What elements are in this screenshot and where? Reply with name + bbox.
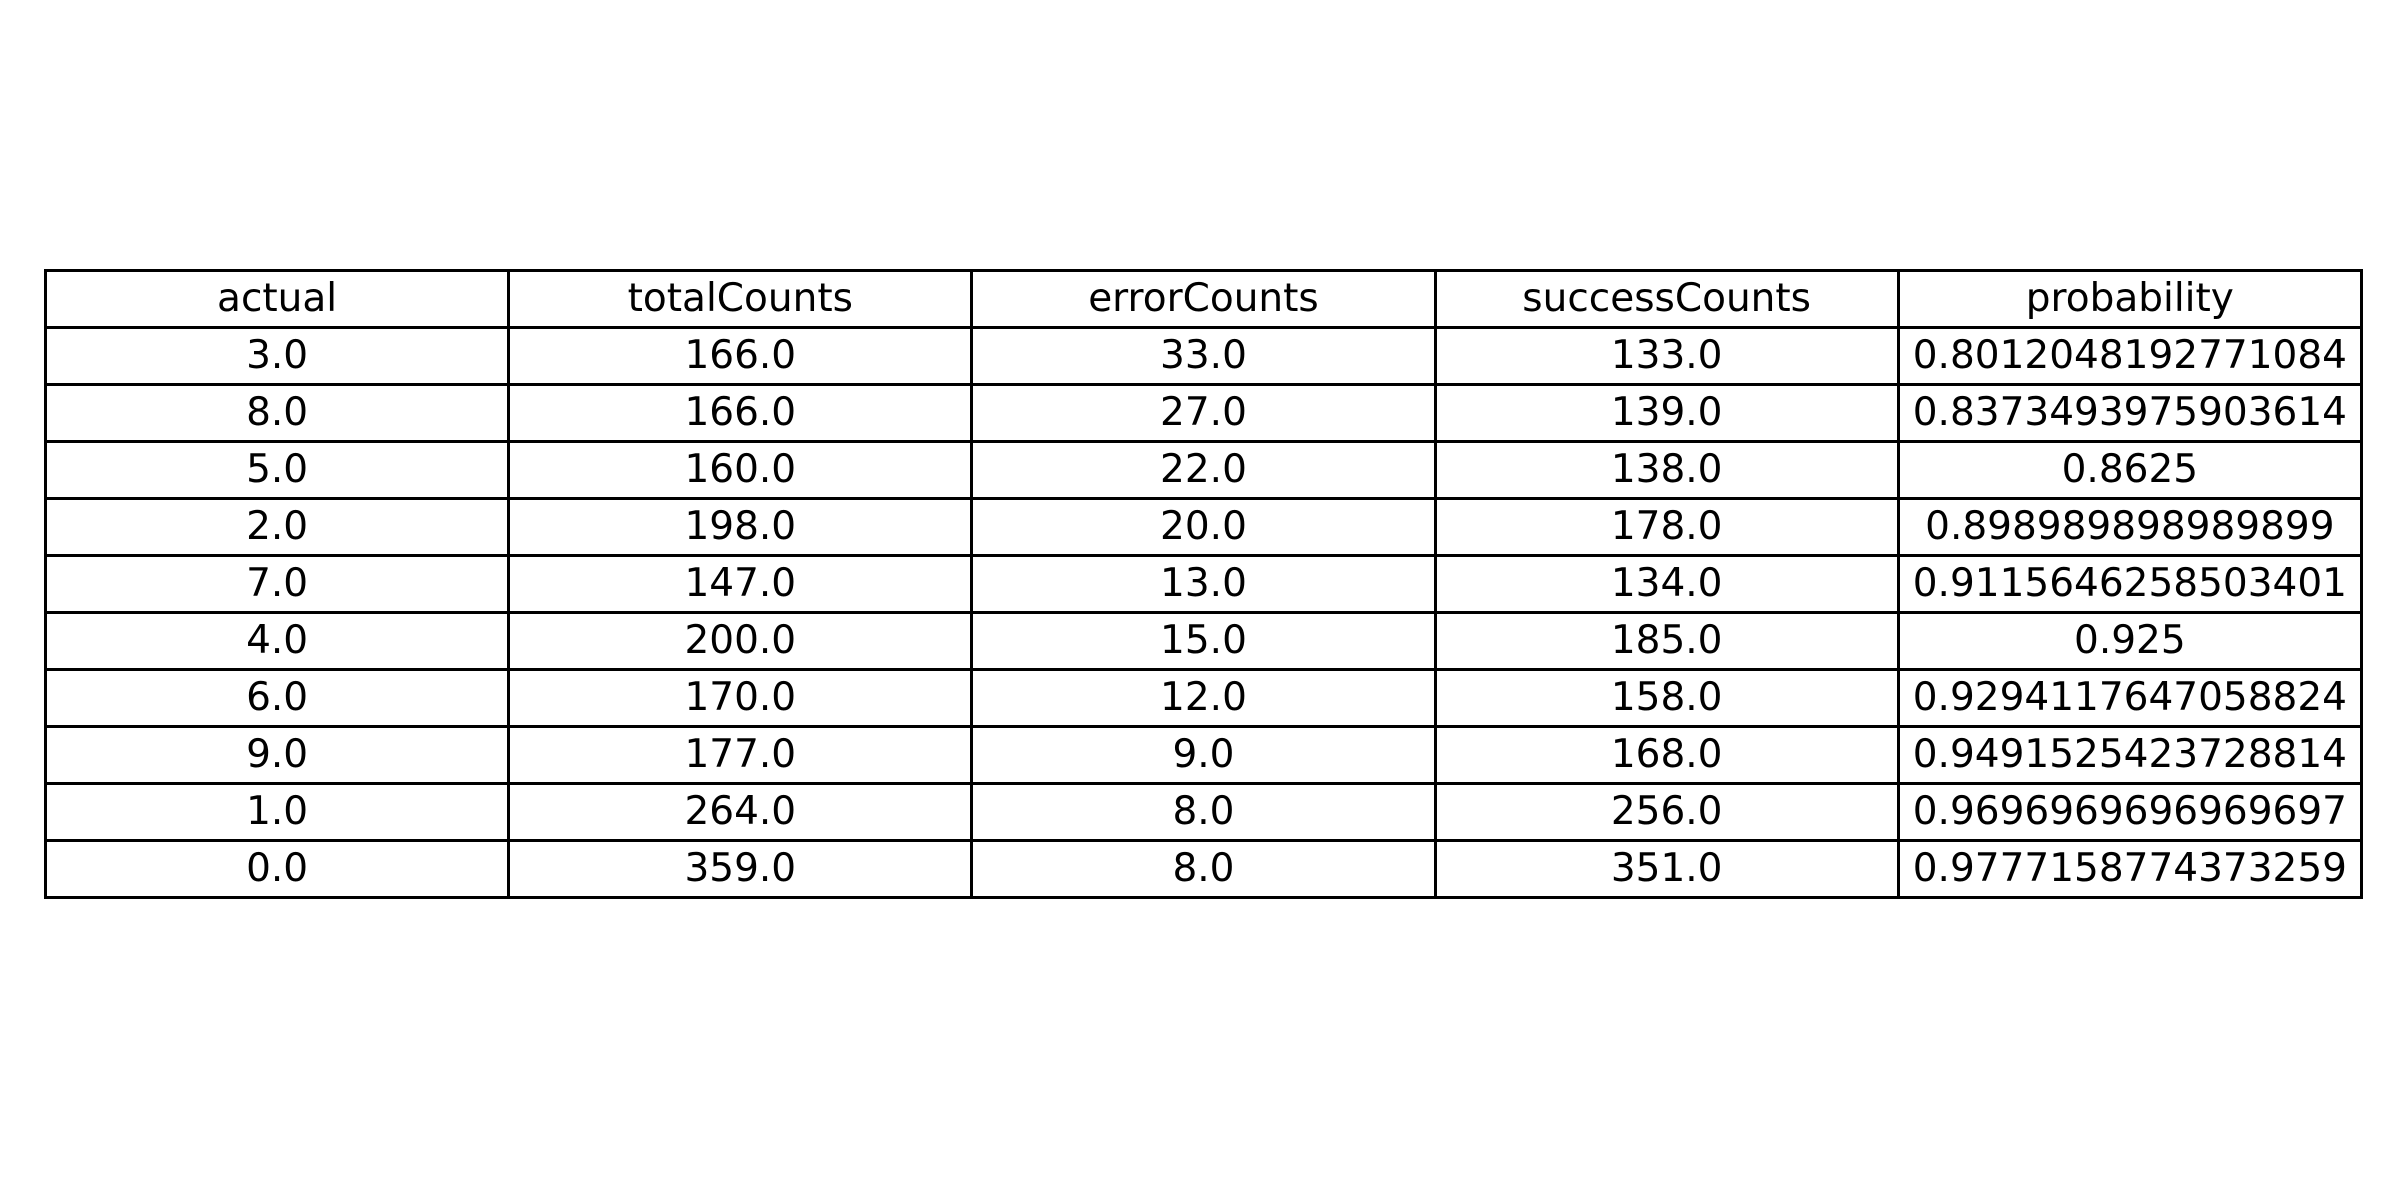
- table-cell-errorcounts: 8.0: [970, 782, 1437, 842]
- header-cell-totalcounts: totalCounts: [507, 269, 974, 329]
- header-cell-actual: actual: [43, 269, 511, 329]
- table-row: 4.0 200.0 15.0 185.0 0.925: [43, 611, 2363, 671]
- table-cell-probability: 0.9777158774373259: [1896, 839, 2363, 899]
- table-cell-successcounts: 139.0: [1433, 383, 1900, 443]
- table-cell-totalcounts: 147.0: [507, 554, 974, 614]
- table-row: 2.0 198.0 20.0 178.0 0.898989898989899: [43, 497, 2363, 557]
- table-cell-successcounts: 256.0: [1433, 782, 1900, 842]
- table-cell-totalcounts: 200.0: [507, 611, 974, 671]
- table-row: 9.0 177.0 9.0 168.0 0.9491525423728814: [43, 725, 2363, 785]
- table-cell-successcounts: 351.0: [1433, 839, 1900, 899]
- header-cell-errorcounts: errorCounts: [970, 269, 1437, 329]
- table-cell-totalcounts: 177.0: [507, 725, 974, 785]
- table-cell-actual: 3.0: [43, 326, 511, 386]
- table-cell-probability: 0.9491525423728814: [1896, 725, 2363, 785]
- table-cell-successcounts: 138.0: [1433, 440, 1900, 500]
- table-cell-errorcounts: 27.0: [970, 383, 1437, 443]
- table-cell-probability: 0.8625: [1896, 440, 2363, 500]
- table-cell-errorcounts: 22.0: [970, 440, 1437, 500]
- table-cell-totalcounts: 166.0: [507, 326, 974, 386]
- table-cell-probability: 0.9294117647058824: [1896, 668, 2363, 728]
- table-row: 8.0 166.0 27.0 139.0 0.8373493975903614: [43, 383, 2363, 443]
- table-container: actual totalCounts errorCounts successCo…: [43, 269, 2363, 899]
- table-cell-totalcounts: 166.0: [507, 383, 974, 443]
- table-cell-errorcounts: 20.0: [970, 497, 1437, 557]
- table-cell-probability: 0.8373493975903614: [1896, 383, 2363, 443]
- data-table: actual totalCounts errorCounts successCo…: [43, 269, 2363, 899]
- table-body: 3.0 166.0 33.0 133.0 0.8012048192771084 8.0 16…: [43, 326, 2363, 899]
- table-cell-actual: 0.0: [43, 839, 511, 899]
- table-cell-errorcounts: 9.0: [970, 725, 1437, 785]
- table-row: 5.0 160.0 22.0 138.0 0.8625: [43, 440, 2363, 500]
- table-cell-errorcounts: 12.0: [970, 668, 1437, 728]
- table-cell-totalcounts: 170.0: [507, 668, 974, 728]
- table-cell-actual: 9.0: [43, 725, 511, 785]
- table-cell-totalcounts: 359.0: [507, 839, 974, 899]
- table-header: actual totalCounts errorCounts successCo…: [43, 269, 2363, 329]
- table-cell-successcounts: 178.0: [1433, 497, 1900, 557]
- table-cell-actual: 7.0: [43, 554, 511, 614]
- table-cell-probability: 0.9696969696969697: [1896, 782, 2363, 842]
- table-cell-successcounts: 134.0: [1433, 554, 1900, 614]
- table-row: 1.0 264.0 8.0 256.0 0.9696969696969697: [43, 782, 2363, 842]
- header-cell-successcounts: successCounts: [1433, 269, 1900, 329]
- table-row: 3.0 166.0 33.0 133.0 0.8012048192771084: [43, 326, 2363, 386]
- table-cell-errorcounts: 15.0: [970, 611, 1437, 671]
- table-row: 0.0 359.0 8.0 351.0 0.9777158774373259: [43, 839, 2363, 899]
- table-row: 6.0 170.0 12.0 158.0 0.9294117647058824: [43, 668, 2363, 728]
- table-cell-successcounts: 168.0: [1433, 725, 1900, 785]
- table-cell-probability: 0.925: [1896, 611, 2363, 671]
- table-cell-errorcounts: 8.0: [970, 839, 1437, 899]
- header-cell-probability: probability: [1896, 269, 2363, 329]
- table-cell-actual: 6.0: [43, 668, 511, 728]
- table-cell-actual: 2.0: [43, 497, 511, 557]
- table-cell-probability: 0.8012048192771084: [1896, 326, 2363, 386]
- table-cell-actual: 1.0: [43, 782, 511, 842]
- table-row: 7.0 147.0 13.0 134.0 0.9115646258503401: [43, 554, 2363, 614]
- table-cell-probability: 0.9115646258503401: [1896, 554, 2363, 614]
- table-cell-actual: 4.0: [43, 611, 511, 671]
- table-cell-successcounts: 185.0: [1433, 611, 1900, 671]
- table-cell-totalcounts: 198.0: [507, 497, 974, 557]
- table-cell-totalcounts: 160.0: [507, 440, 974, 500]
- table-cell-actual: 8.0: [43, 383, 511, 443]
- table-cell-successcounts: 133.0: [1433, 326, 1900, 386]
- table-cell-errorcounts: 33.0: [970, 326, 1437, 386]
- header-row: actual totalCounts errorCounts successCo…: [43, 269, 2363, 329]
- table-cell-actual: 5.0: [43, 440, 511, 500]
- table-cell-totalcounts: 264.0: [507, 782, 974, 842]
- table-cell-successcounts: 158.0: [1433, 668, 1900, 728]
- table-cell-errorcounts: 13.0: [970, 554, 1437, 614]
- table-cell-probability: 0.898989898989899: [1896, 497, 2363, 557]
